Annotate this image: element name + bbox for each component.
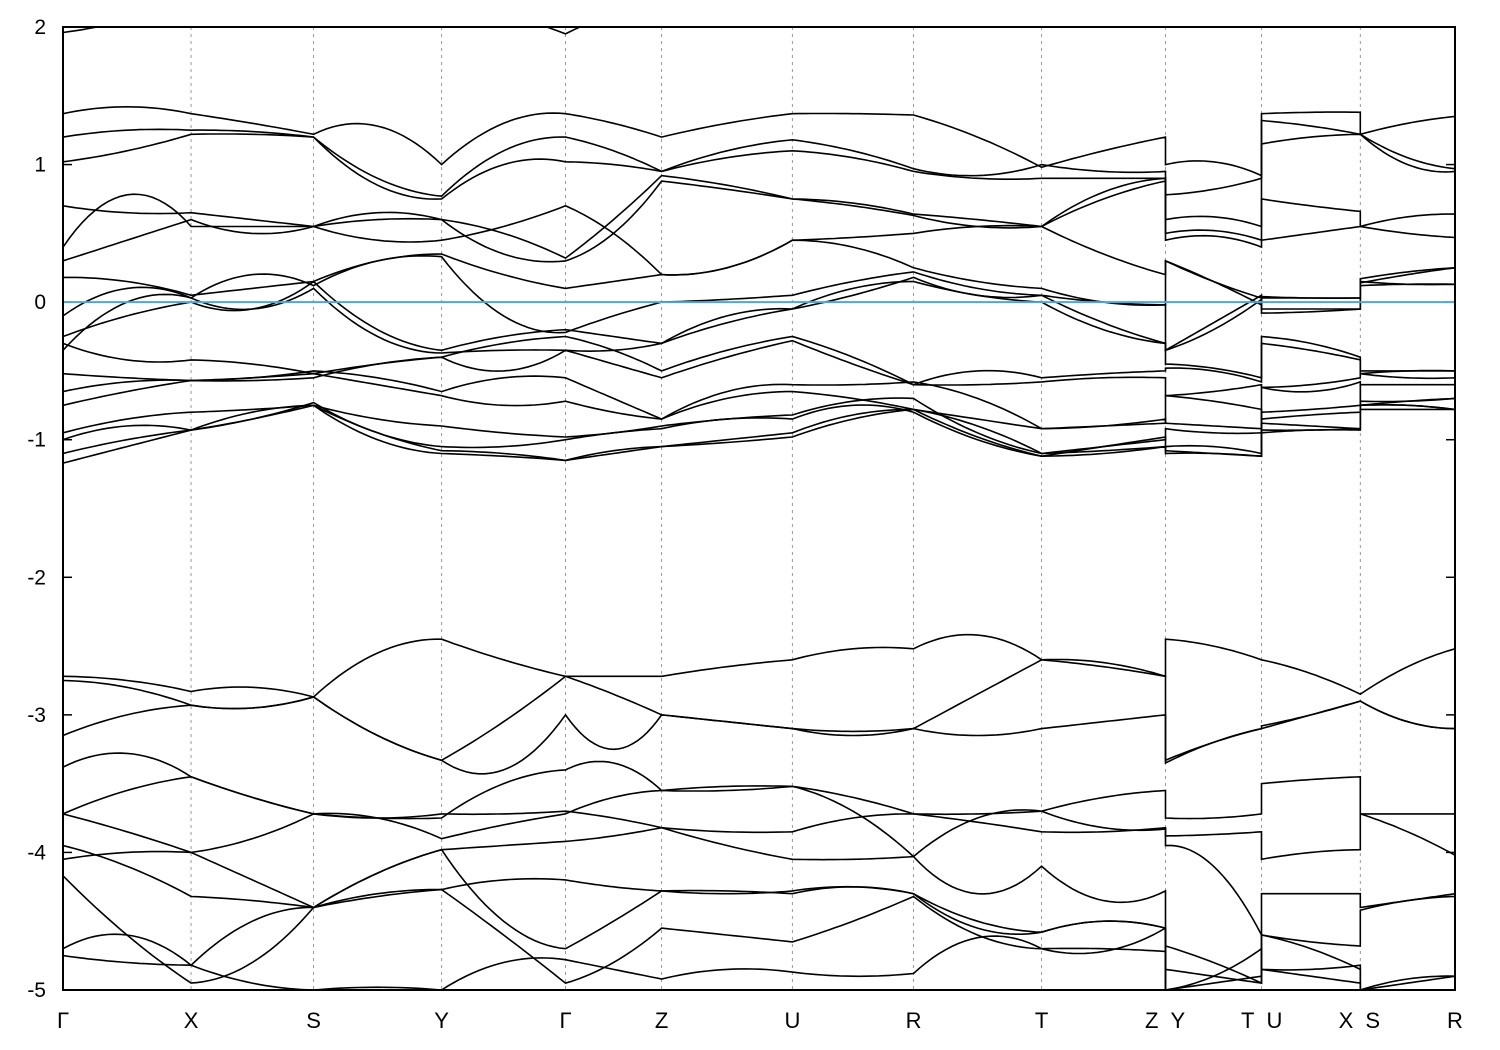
kpoint-label: S <box>306 1008 321 1033</box>
kpoint-label: Z <box>1145 1008 1158 1033</box>
band-line-6 <box>63 204 1455 307</box>
band-line-9 <box>63 276 1455 352</box>
y-tick-label: -3 <box>27 704 46 727</box>
band-line-13 <box>63 370 1455 430</box>
band-line-16 <box>63 401 1455 458</box>
k-point-gridlines <box>190 27 1361 990</box>
y-tick-label: -4 <box>27 841 46 864</box>
band-line-7 <box>63 239 1455 306</box>
kpoint-label: S <box>1365 1008 1380 1033</box>
kpoint-label: U <box>1267 1008 1283 1033</box>
band-line-3 <box>63 133 1455 228</box>
band-line-1 <box>63 105 1455 177</box>
kpoint-label: Γ <box>559 1008 571 1033</box>
bands <box>63 27 1455 990</box>
y-tick-label: -5 <box>27 979 46 1002</box>
band-line-12 <box>63 339 1455 397</box>
plot-frame <box>62 26 1456 991</box>
kpoint-label: X <box>184 1008 199 1033</box>
kpoint-label: T <box>1241 1008 1254 1033</box>
y-tick-label: 0 <box>34 291 46 314</box>
band-line-20 <box>63 658 1455 762</box>
band-line-11 <box>63 335 1455 386</box>
kpoint-label: T <box>1035 1008 1048 1033</box>
band-line-27 <box>63 848 1455 990</box>
band-line-29 <box>63 935 1455 990</box>
band-line-18 <box>63 404 1455 464</box>
kpoint-label: Y <box>1170 1008 1185 1033</box>
y-tick-label: 2 <box>34 16 46 39</box>
band-line-10 <box>63 280 1455 379</box>
y-tick-label: 1 <box>34 154 46 177</box>
y-axis: 2 1 0 -1 -2 -3 -4 -5 <box>27 16 1455 1002</box>
kpoint-label: R <box>1447 1008 1463 1033</box>
band-line-22 <box>63 752 1455 834</box>
y-tick-label: -1 <box>27 429 46 452</box>
band-line-19 <box>63 633 1455 698</box>
y-tick-label: -2 <box>27 566 46 589</box>
kpoint-label: Z <box>655 1008 668 1033</box>
kpoint-label: X <box>1339 1008 1354 1033</box>
band-line-21 <box>63 696 1455 775</box>
band-line-28 <box>63 888 1455 990</box>
band-line-0 <box>63 27 582 35</box>
kpoint-label: R <box>906 1008 922 1033</box>
band-line-24 <box>63 775 1455 936</box>
band-line-4 <box>63 174 1455 260</box>
kpoint-label: Γ <box>57 1008 69 1033</box>
band-line-2 <box>63 119 1455 198</box>
kpoint-label: Y <box>434 1008 449 1033</box>
kpoint-label: U <box>784 1008 800 1033</box>
band-line-14 <box>63 372 1455 430</box>
band-line-23 <box>63 760 1455 861</box>
band-line-5 <box>63 180 1455 263</box>
